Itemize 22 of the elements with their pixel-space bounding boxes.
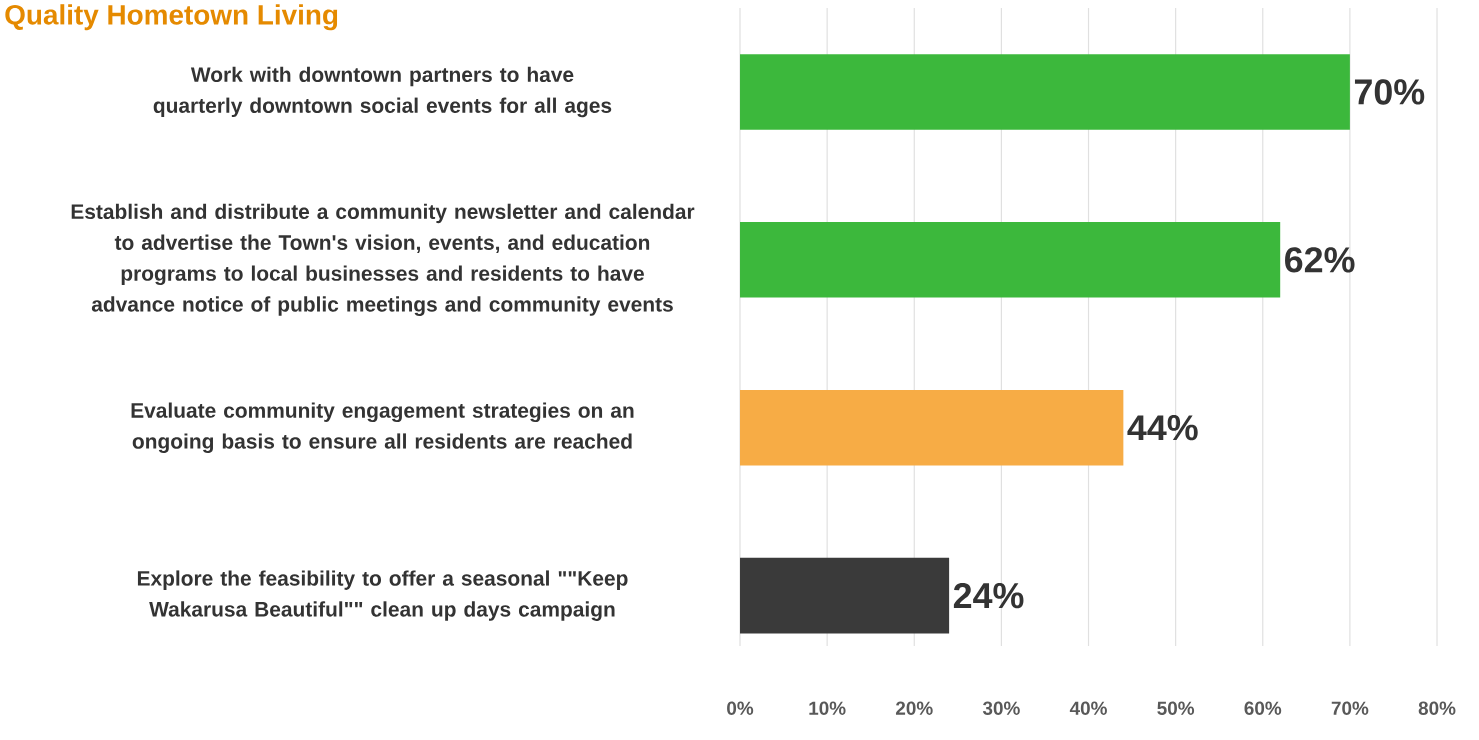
bar	[740, 389, 1124, 466]
y-tick-label: Explore the feasibility to offer a seasonal ""Keep Wakarusa Beautiful"" clean up days campaign	[137, 570, 628, 621]
x-tick-label: 50%	[1157, 701, 1195, 715]
x-tick-label: 10%	[809, 701, 846, 715]
x-tick-label: 30%	[982, 701, 1020, 715]
x-tick-label: 20%	[895, 701, 933, 715]
x-tick-label: 0%	[727, 701, 754, 715]
bar	[740, 54, 1350, 130]
x-tick-label: 70%	[1331, 701, 1369, 715]
y-tick-label: Establish and distribute a community newsletter and calendar to advertise the Town's vision, events, and education programs to local businesses and residents to have advance notice of public meetings and community events	[71, 203, 695, 316]
text: Quality Hometown Living	[5, 4, 338, 31]
bar	[740, 557, 950, 634]
data-label: 70%	[1354, 79, 1425, 105]
x-tick-label: 40%	[1069, 701, 1107, 715]
y-tick-label: Evaluate community engagement strategies on an ongoing basis to ensure all residents are reached	[131, 402, 634, 453]
bar	[740, 222, 1281, 298]
x-tick-label: 80%	[1418, 701, 1456, 715]
y-tick-label: Work with downtown partners to have quarterly downtown social events for all ages	[153, 66, 612, 118]
data-label: 24%	[953, 582, 1024, 609]
x-tick-label: 60%	[1244, 701, 1282, 715]
data-label: 62%	[1285, 247, 1355, 273]
data-label: 44%	[1127, 415, 1198, 441]
